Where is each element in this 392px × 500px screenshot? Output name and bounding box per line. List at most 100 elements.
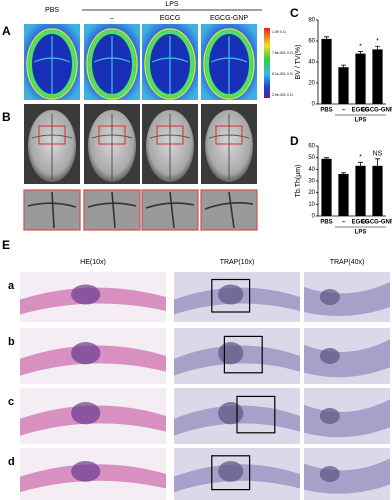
scale-label: 5.1e-001 X.D. [272,72,294,76]
tissue-band [304,458,390,494]
column-label: EGCG-GNP [210,15,248,22]
x-tick-label: EGCG [352,108,370,114]
ct-suture [149,114,191,180]
column-label: – [110,15,114,22]
y-tick-label: 40 [308,167,315,173]
error-bar [375,158,380,166]
row-label: b [8,336,15,348]
y-tick-label: 30 [308,179,315,185]
ct-zoom-suture [87,191,137,229]
column-label: PBS [45,7,59,14]
scale-label: 7.8e-001 X.D. [272,51,294,55]
significance: NS [373,151,383,158]
x-tick-label: EGCG-GNP [361,220,392,226]
error-bar [324,157,329,159]
ct-suture [31,114,73,180]
y-tick-label: 20 [308,190,315,196]
heatmap-suture [151,36,189,94]
y-axis-label: BV / TV(%) [295,45,302,80]
x-tick-label: – [342,108,346,114]
bar [355,53,366,104]
cell-cluster [218,342,244,365]
group-label: LPS [355,118,367,124]
color-bar [264,28,270,98]
heatmap-suture [93,36,131,94]
ct-suture [208,114,250,180]
y-tick-label: 10 [308,202,315,208]
bar [372,49,383,104]
ct-zoom-suture [27,191,77,229]
error-bar [341,172,346,174]
cell-cluster [319,348,340,364]
row-label: a [8,280,15,292]
heatmap-rim [86,28,138,100]
bar [355,165,366,216]
zoom-box [211,455,251,491]
error-bar [375,45,380,50]
column-label: TRAP(40x) [330,259,365,266]
heatmap-suture [210,36,248,94]
panel-label: D [290,134,299,148]
tissue-band [304,282,390,316]
error-bar [358,161,363,166]
roi-box [38,125,66,145]
column-label: HE(10x) [80,259,106,266]
significance: * [359,43,362,50]
roi-box [98,125,126,145]
cell-cluster [218,284,244,305]
roi-box [156,125,184,145]
column-label: TRAP(10x) [220,259,255,266]
y-axis-label: Tb.Th(μm) [295,165,302,198]
bar [338,67,349,104]
cell-cluster [319,408,340,424]
zoom-box [236,395,276,434]
cell-cluster [218,402,244,425]
error-bar [358,51,363,54]
panel-label: A [2,24,11,38]
panel-label: E [2,238,10,252]
y-tick-label: 60 [308,144,315,150]
cell-cluster [319,466,340,482]
cell-cluster [71,284,101,305]
column-label: EGCG [160,15,181,22]
row-label: c [8,396,14,408]
y-tick-label: 20 [308,81,315,87]
zoom-box [223,335,263,374]
y-tick-label: 60 [308,39,315,45]
ct-suture [91,114,133,180]
x-tick-label: EGCG-GNP [361,108,392,114]
y-tick-label: 0 [312,214,316,220]
error-bar [341,64,346,68]
cell-cluster [218,461,244,482]
bar [338,174,349,216]
ct-zoom-suture [145,191,195,229]
x-tick-label: PBS [320,108,332,114]
y-tick-label: 0 [312,102,316,108]
tissue-band [304,339,390,378]
zoom-box [211,278,251,313]
scale-label: 1.09 X.D. [272,30,287,34]
panel-label: B [2,110,11,124]
significance: * [359,154,362,161]
cell-cluster [71,461,101,482]
heatmap-rim [144,28,196,100]
group-label: LPS [355,230,367,236]
tissue-band [304,399,390,438]
scale-label: 2.9e-002 X.D. [272,93,294,97]
panel-label: C [290,6,299,20]
group-label: LPS [165,1,179,8]
row-label: d [8,456,15,468]
x-tick-label: EGCG [352,220,370,226]
heatmap-rim [26,28,78,100]
bar [372,165,383,216]
bar [321,38,332,104]
x-tick-label: – [342,220,346,226]
error-bar [324,36,329,39]
ct-zoom-suture [204,191,254,229]
heatmap-suture [33,36,71,94]
cell-cluster [319,289,340,305]
roi-box [215,125,243,145]
y-tick-label: 80 [308,18,315,24]
y-tick-label: 40 [308,60,315,66]
